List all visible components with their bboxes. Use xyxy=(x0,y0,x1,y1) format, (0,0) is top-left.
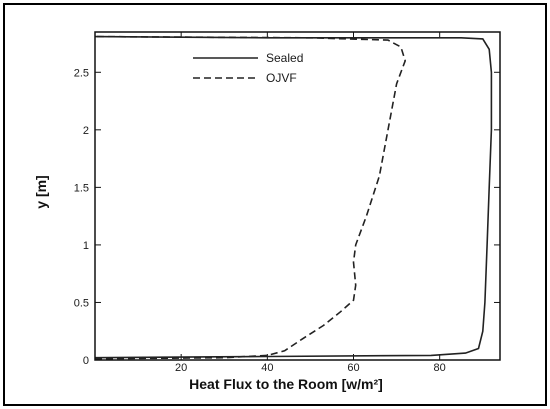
x-tick-label: 40 xyxy=(261,362,273,374)
y-axis-title: y [m] xyxy=(33,175,49,208)
y-tick-label: 2 xyxy=(83,125,89,137)
y-tick-label: 0.5 xyxy=(74,297,89,309)
y-tick-label: 0 xyxy=(83,355,89,367)
y-tick-label: 1.5 xyxy=(74,182,89,194)
x-tick-label: 20 xyxy=(175,362,187,374)
x-tick-label: 80 xyxy=(434,362,446,374)
legend-label-ojvf: OJVF xyxy=(266,71,297,85)
y-tick-label: 1 xyxy=(83,240,89,252)
legend-label-sealed: Sealed xyxy=(266,51,303,65)
y-tick-label: 2.5 xyxy=(74,67,89,79)
x-tick-label: 60 xyxy=(347,362,359,374)
x-axis-title: Heat Flux to the Room [w/m²] xyxy=(189,376,383,392)
